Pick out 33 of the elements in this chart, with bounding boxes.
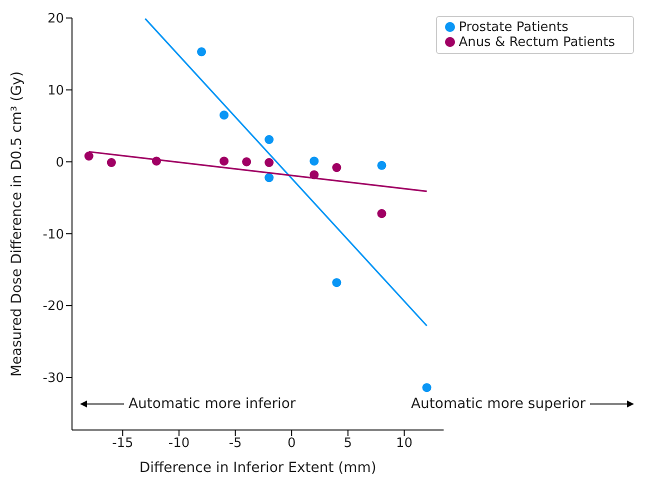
legend-label: Prostate Patients xyxy=(458,20,568,35)
point xyxy=(242,157,252,166)
point xyxy=(264,135,274,144)
y-tick-label: 0 xyxy=(56,155,64,170)
point xyxy=(106,158,116,168)
x-tick-label: 5 xyxy=(344,436,352,452)
point xyxy=(264,158,274,168)
x-tick-label: -5 xyxy=(228,436,242,452)
point xyxy=(84,152,94,161)
y-tick-label: 10 xyxy=(47,84,64,99)
point xyxy=(220,156,229,166)
y-tick-label: -10 xyxy=(42,227,64,242)
point xyxy=(197,47,206,56)
point xyxy=(220,110,229,120)
point xyxy=(377,209,386,218)
point xyxy=(264,173,274,182)
x-tick-label: -15 xyxy=(112,436,134,452)
point xyxy=(377,160,386,170)
y-axis-title: Measured Dose Difference in D0.5 cm³ (Gy) xyxy=(8,71,25,377)
y-tick-label: 20 xyxy=(47,12,64,27)
annotation: Automatic more inferior xyxy=(128,396,296,412)
x-tick-label: -10 xyxy=(168,436,190,452)
legend-label: Anus & Rectum Patients xyxy=(458,35,615,50)
point xyxy=(332,278,342,288)
annotation: Automatic more superior xyxy=(410,396,586,412)
x-axis-title: Difference in Inferior Extent (mm) xyxy=(139,460,376,476)
y-tick-label: -20 xyxy=(42,299,64,314)
x-tick-label: 10 xyxy=(396,436,413,452)
point xyxy=(310,156,319,166)
point xyxy=(332,163,342,172)
point xyxy=(422,383,432,392)
x-tick-label: 0 xyxy=(287,436,296,452)
y-tick-label: -30 xyxy=(42,371,64,386)
